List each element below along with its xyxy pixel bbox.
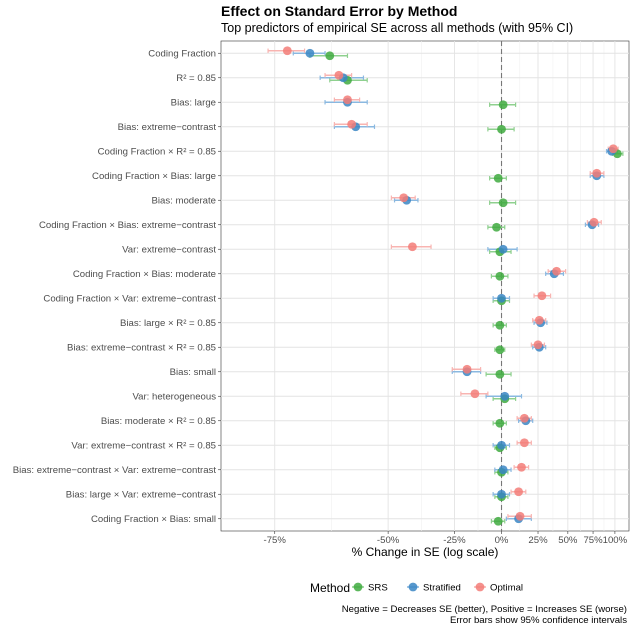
point-srs — [495, 369, 505, 379]
point-optimal — [517, 462, 526, 472]
x-tick-label: -50% — [377, 535, 400, 546]
point-optimal — [519, 413, 529, 423]
point-stratified — [498, 244, 508, 254]
point-optimal — [592, 168, 602, 178]
point-srs — [498, 100, 508, 110]
legend-label-optimal: Optimal — [490, 582, 523, 593]
x-axis: -75% -50% -25% 0% 25% 50% 75% 100% — [264, 531, 628, 546]
caption: Negative = Decreases SE (better), Positi… — [342, 604, 627, 626]
point-optimal — [552, 266, 561, 276]
y-tick-label: Var: extreme−contrast × R² = 0.85 — [71, 441, 216, 452]
point-srs — [493, 173, 503, 183]
point-stratified — [497, 440, 506, 450]
point-srs — [495, 345, 505, 355]
x-tick-label: -25% — [443, 535, 466, 546]
legend-label-srs: SRS — [368, 582, 388, 593]
x-tick-label: 50% — [558, 535, 578, 546]
point-srs — [495, 418, 505, 428]
y-tick-label: Coding Fraction × R² = 0.85 — [98, 147, 216, 158]
point-srs — [492, 222, 501, 232]
point-optimal — [347, 119, 357, 129]
y-tick-label: Coding Fraction × Var: extreme−contrast — [43, 294, 216, 305]
y-tick-label: Bias: large — [171, 98, 216, 109]
point-stratified — [497, 489, 506, 499]
point-optimal — [343, 95, 352, 105]
x-tick-label: 25% — [528, 535, 548, 546]
y-tick-label: Var: extreme−contrast — [122, 245, 216, 256]
y-axis: Coding Fraction R² = 0.85 Bias: large Bias:… — [13, 49, 221, 525]
point-optimal — [282, 46, 292, 56]
legend-key-optimal — [475, 582, 485, 592]
point-stratified — [498, 465, 508, 475]
caption-line-2: Error bars show 95% confidence intervals — [449, 615, 627, 626]
caption-line-1: Negative = Decreases SE (better), Positi… — [341, 604, 627, 615]
x-tick-label: 75% — [583, 535, 603, 546]
point-optimal — [399, 193, 409, 203]
point-optimal — [515, 511, 525, 521]
point-optimal — [470, 389, 480, 399]
point-srs — [497, 124, 506, 134]
point-stratified — [305, 48, 315, 58]
y-tick-label: Bias: large × Var: extreme−contrast — [66, 490, 217, 501]
legend-key-stratified — [408, 582, 418, 592]
chart-subtitle: Top predictors of empirical SE across al… — [221, 21, 574, 35]
legend: Method SRS Stratified Optimal — [310, 581, 523, 595]
plot-panel — [220, 40, 630, 532]
y-tick-label: Bias: extreme−contrast — [118, 122, 217, 133]
x-axis-title: % Change in SE (log scale) — [352, 545, 499, 559]
y-tick-label: Bias: small — [170, 367, 216, 378]
legend-title: Method — [310, 581, 350, 595]
point-optimal — [408, 242, 417, 252]
y-tick-label: Bias: extreme−contrast × R² = 0.85 — [67, 343, 216, 354]
legend-key-srs — [353, 582, 363, 592]
point-optimal — [534, 315, 544, 325]
point-optimal — [537, 291, 547, 301]
y-tick-label: Var: heterogeneous — [132, 392, 216, 403]
point-optimal — [533, 340, 543, 350]
point-optimal — [514, 487, 523, 497]
point-srs — [495, 271, 505, 281]
point-stratified — [497, 293, 506, 303]
point-srs — [325, 51, 335, 61]
point-srs — [498, 198, 508, 208]
point-optimal — [462, 364, 472, 374]
y-tick-label: Coding Fraction × Bias: extreme−contrast — [39, 220, 216, 231]
point-srs — [493, 516, 503, 526]
x-tick-label: 100% — [603, 535, 628, 546]
estimate-points — [282, 46, 622, 526]
chart-title: Effect on Standard Error by Method — [221, 3, 458, 19]
y-tick-label: Bias: large × R² = 0.85 — [120, 318, 216, 329]
x-tick-label: -75% — [264, 535, 287, 546]
point-optimal — [608, 144, 618, 154]
x-tick-label: 0% — [495, 535, 509, 546]
y-tick-label: Coding Fraction × Bias: moderate — [73, 269, 216, 280]
point-srs — [495, 320, 505, 330]
y-tick-label: Bias: moderate × R² = 0.85 — [101, 416, 216, 427]
y-tick-label: Coding Fraction × Bias: large — [92, 171, 216, 182]
minor-gridlines — [331, 41, 605, 531]
legend-label-stratified: Stratified — [423, 582, 461, 593]
y-tick-label: Bias: moderate — [151, 196, 216, 207]
point-optimal — [334, 70, 344, 80]
point-optimal — [589, 217, 599, 227]
y-tick-label: Coding Fraction — [148, 49, 216, 60]
y-tick-label: Coding Fraction × Bias: small — [91, 514, 216, 525]
point-stratified — [500, 391, 510, 401]
y-tick-label: Bias: extreme−contrast × Var: extreme−co… — [13, 465, 217, 476]
point-optimal — [519, 438, 529, 448]
y-tick-label: R² = 0.85 — [176, 73, 216, 84]
